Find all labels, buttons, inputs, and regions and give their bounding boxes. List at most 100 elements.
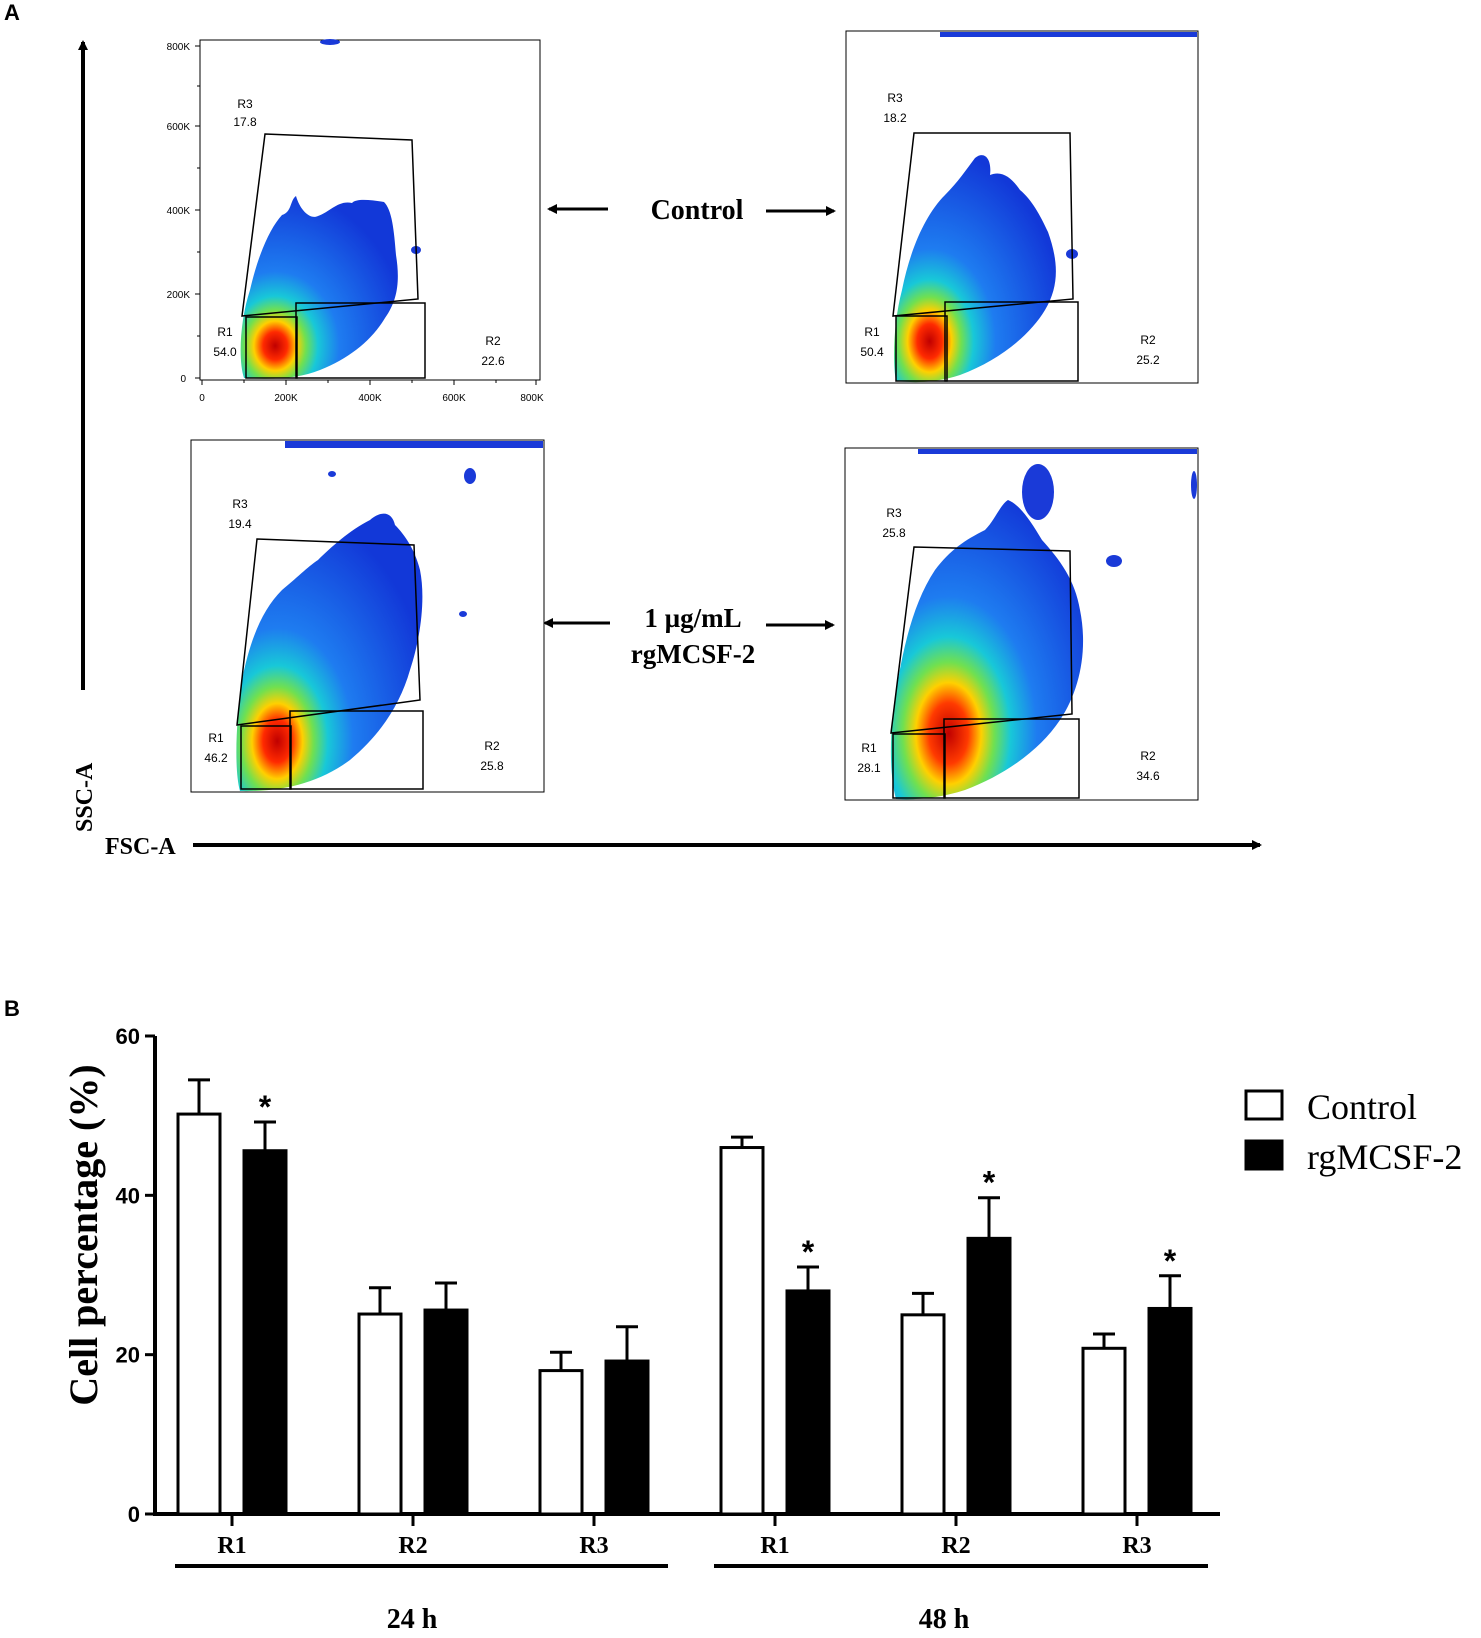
bar-rgmcsf2	[423, 1308, 469, 1516]
y-tick-label: 600K	[167, 122, 191, 133]
x-tick-label: 600K	[442, 393, 466, 404]
gate-r1-value: 28.1	[857, 761, 881, 775]
y-tick-label: 800K	[167, 42, 191, 53]
gate-r3	[236, 538, 421, 726]
outlier-events	[459, 611, 467, 617]
gate-r3-name: R3	[886, 506, 902, 520]
gate-r1-name: R1	[864, 325, 880, 339]
gate-r3-name: R3	[887, 91, 903, 105]
x-tick-label: R1	[217, 1533, 246, 1559]
y-tick-label: 0	[128, 1502, 140, 1527]
gate-r3	[892, 132, 1074, 317]
x-tick-label: R3	[1122, 1533, 1151, 1559]
gate-r3-value: 19.4	[228, 517, 252, 531]
y-tick-label: 20	[116, 1343, 140, 1368]
gate-r3-value: 25.8	[882, 526, 906, 540]
bar-control	[357, 1312, 403, 1516]
x-axis-ticks: 0 200K 400K 600K 800K	[199, 380, 544, 404]
bar-control	[900, 1313, 946, 1516]
bar-rgmcsf2	[1147, 1306, 1193, 1516]
gate-r3-value: 17.8	[233, 115, 257, 129]
y-axis-title: Cell percentage (%)	[61, 1064, 106, 1405]
outlier-events	[1022, 464, 1054, 520]
significance-asterisk: *	[802, 1234, 815, 1270]
gate-r2-name: R2	[485, 334, 501, 348]
top-edge-events	[285, 441, 543, 448]
gate-r2-value: 25.2	[1136, 353, 1160, 367]
bar-control	[1081, 1346, 1127, 1516]
y-tick-label: 400K	[167, 206, 191, 217]
bar-control	[176, 1112, 222, 1516]
gate-r2-name: R2	[484, 739, 500, 753]
x-tick-label: 200K	[274, 393, 298, 404]
x-tick-label: 800K	[520, 393, 544, 404]
significance-asterisk: *	[983, 1165, 996, 1201]
bar-control	[719, 1146, 765, 1516]
y-tick-label: 200K	[167, 290, 191, 301]
outlier-events	[1191, 471, 1197, 499]
gate-r2	[295, 302, 426, 379]
top-edge-events	[320, 39, 340, 45]
panel-a-label: A	[4, 0, 20, 25]
gate-r3	[241, 133, 419, 317]
x-tick-label: 400K	[358, 393, 382, 404]
x-tick-label: 0	[199, 393, 205, 404]
gate-r1-name: R1	[861, 741, 877, 755]
gate-r2-value: 34.6	[1136, 769, 1160, 783]
legend-swatch	[1244, 1089, 1284, 1121]
gate-r2	[944, 301, 1079, 382]
treatment-row-label-1: 1 µg/mL	[644, 603, 741, 633]
y-tick-label: 0	[180, 374, 186, 385]
flow-plot-treated-48h: R3 25.8 R1 28.1 R2 34.6	[844, 447, 1199, 801]
gate-r1-name: R1	[217, 325, 233, 339]
y-axis-ticks: 0 200K 400K 600K 800K	[167, 42, 200, 385]
y-tick-label: 60	[116, 1024, 140, 1049]
legend-swatch	[1244, 1139, 1284, 1171]
density-cloud	[894, 155, 1056, 383]
gate-r1-value: 54.0	[213, 345, 237, 359]
legend-label: Control	[1307, 1087, 1417, 1127]
bar-control	[538, 1369, 584, 1516]
ssc-axis-label: SSC-A	[72, 762, 98, 832]
gate-r2	[289, 710, 424, 790]
bar-rgmcsf2	[242, 1149, 288, 1516]
x-tick-label: R3	[579, 1533, 608, 1559]
density-cloud	[890, 500, 1084, 800]
gate-r1	[240, 725, 292, 790]
gate-r1	[895, 315, 948, 382]
control-row-label: Control	[651, 195, 744, 226]
gate-r2	[943, 718, 1080, 799]
gate-r2-value: 22.6	[481, 354, 505, 368]
gate-r1	[245, 316, 298, 379]
significance-asterisk: *	[259, 1089, 272, 1125]
gate-r2-name: R2	[1140, 749, 1156, 763]
gate-r1	[892, 733, 946, 799]
group-label: 48 h	[919, 1604, 970, 1635]
density-cloud	[236, 513, 423, 792]
panel-b-label: B	[4, 996, 20, 1021]
fsc-axis-label: FSC-A	[105, 834, 176, 860]
bar-rgmcsf2	[785, 1289, 831, 1516]
legend-label: rgMCSF-2	[1307, 1137, 1462, 1177]
flow-plot-treated-24h: R3 19.4 R1 46.2 R2 25.8	[190, 439, 545, 793]
outlier-events	[1106, 555, 1122, 567]
flow-plot-control-48h: R3 18.2 R1 50.4 R2 25.2	[845, 30, 1199, 384]
gate-r1-value: 46.2	[204, 751, 228, 765]
x-tick-label: R1	[760, 1533, 789, 1559]
outlier-events	[464, 468, 476, 484]
gate-r2-name: R2	[1140, 333, 1156, 347]
y-tick-label: 40	[116, 1183, 140, 1208]
bar-chart: 0 20 40 60 * * * * R1 R2 R3 R1 R2 R3 24 h 48 h Control rg…	[116, 1024, 1463, 1635]
top-edge-events	[918, 449, 1197, 454]
bar-rgmcsf2	[966, 1236, 1012, 1516]
gate-r3	[890, 546, 1073, 734]
gate-r1-value: 50.4	[860, 345, 884, 359]
gate-r3-name: R3	[237, 97, 253, 111]
treatment-row-label-2: rgMCSF-2	[631, 639, 755, 669]
group-label: 24 h	[387, 1604, 438, 1635]
significance-asterisk: *	[1164, 1243, 1177, 1279]
flow-plot-control-24h: R3 17.8 R1 54.0 R2 22.6 0 200K 400K 600K…	[167, 39, 544, 404]
gate-r1-name: R1	[208, 731, 224, 745]
bar-rgmcsf2	[604, 1359, 650, 1516]
